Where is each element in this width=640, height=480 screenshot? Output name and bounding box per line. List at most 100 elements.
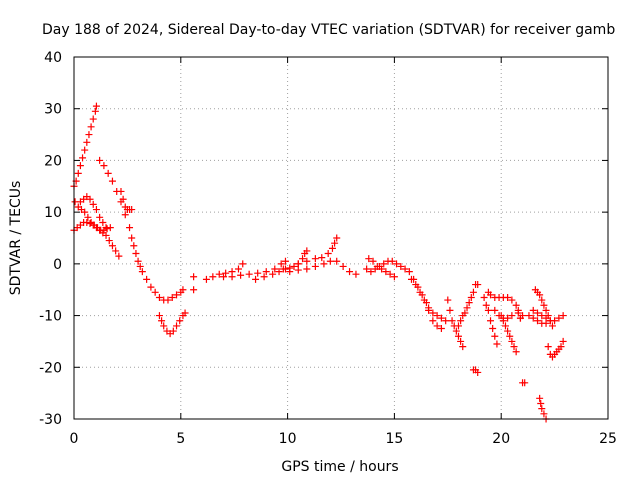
data-point [158,317,166,325]
data-point [294,260,302,268]
data-point [405,268,413,276]
series-arc-upper-start [71,198,114,234]
series-arc-late-5 [469,366,482,376]
data-point [397,262,405,270]
data-point [491,332,499,340]
data-point [557,343,565,351]
data-point [151,288,159,296]
x-axis-label: GPS time / hours [281,459,398,475]
data-point [328,244,336,252]
data-point [420,296,428,304]
data-point [86,220,94,228]
data-point [499,317,507,325]
data-point [92,206,100,214]
data-point [442,317,450,325]
data-point [437,314,445,322]
data-point [542,306,550,314]
data-point [346,268,354,276]
data-point [542,319,550,327]
x-tick-label: 10 [279,431,297,447]
data-point [510,343,518,351]
data-point [519,312,527,320]
data-point [534,309,542,317]
data-point [179,286,187,294]
data-point [215,270,223,278]
data-point [260,273,268,281]
data-point [324,250,332,258]
data-point [138,268,146,276]
x-tick-label: 20 [492,431,510,447]
series-arc-mid [76,193,110,232]
grid [74,57,608,419]
data-point [108,177,116,185]
data-point [433,322,441,330]
series-arc-flat-4 [286,257,360,278]
data-point [286,268,294,276]
plot-frame [73,56,609,420]
series-arc-flat-5 [294,234,341,268]
data-point [318,254,326,262]
data-point [333,257,341,265]
x-tick-label: 25 [599,431,617,447]
series-arc-descending [96,156,187,304]
series-arc-late-3 [444,296,467,351]
axis-ticks: 0 5 10 15 20 25 -30 -20 -10 0 10 20 30 40 [39,50,617,447]
data-point [169,327,177,335]
data-point [89,200,97,208]
data-point [84,213,92,221]
data-point [176,317,184,325]
data-point [96,156,104,164]
data-point [521,379,529,387]
data-point [454,322,462,330]
data-point [457,317,465,325]
data-point [365,255,373,263]
data-point [373,262,381,270]
data-point [501,322,509,330]
data-point [79,154,87,162]
data-point [536,394,544,402]
data-points [70,102,567,423]
data-point [121,211,129,219]
data-point [303,265,311,273]
data-point [429,309,437,317]
data-point [239,260,247,268]
data-point [452,327,460,335]
data-point [85,131,93,139]
data-point [143,275,151,283]
data-point [254,269,262,277]
data-point [393,260,401,268]
data-point [303,247,311,255]
data-point [512,348,520,356]
data-point [81,208,89,216]
data-point [388,257,396,265]
data-point [234,265,242,273]
data-point [465,299,473,307]
data-point [164,296,172,304]
data-point [269,270,277,278]
data-point [506,332,514,340]
series-arc-late-16 [525,312,550,327]
data-point [504,314,512,322]
data-point [497,312,505,320]
x-tick-label: 5 [176,431,185,447]
y-tick-label: 20 [44,153,62,169]
data-point [363,265,371,273]
data-point [529,306,537,314]
data-point [551,317,559,325]
series-arc-late-9 [497,312,520,356]
y-tick-label: 40 [44,50,62,66]
data-point [115,252,123,260]
data-point [416,288,424,296]
data-point [538,296,546,304]
data-point [538,312,546,320]
y-tick-label: 0 [53,257,62,273]
data-point [457,337,465,345]
series-arc-cluster-2 [365,255,398,281]
data-point [87,123,95,131]
data-point [245,270,253,278]
series-arc-late-12 [536,394,550,423]
y-tick-label: -20 [39,360,62,376]
data-point [512,301,520,309]
data-point [474,281,482,289]
data-point [173,322,181,330]
